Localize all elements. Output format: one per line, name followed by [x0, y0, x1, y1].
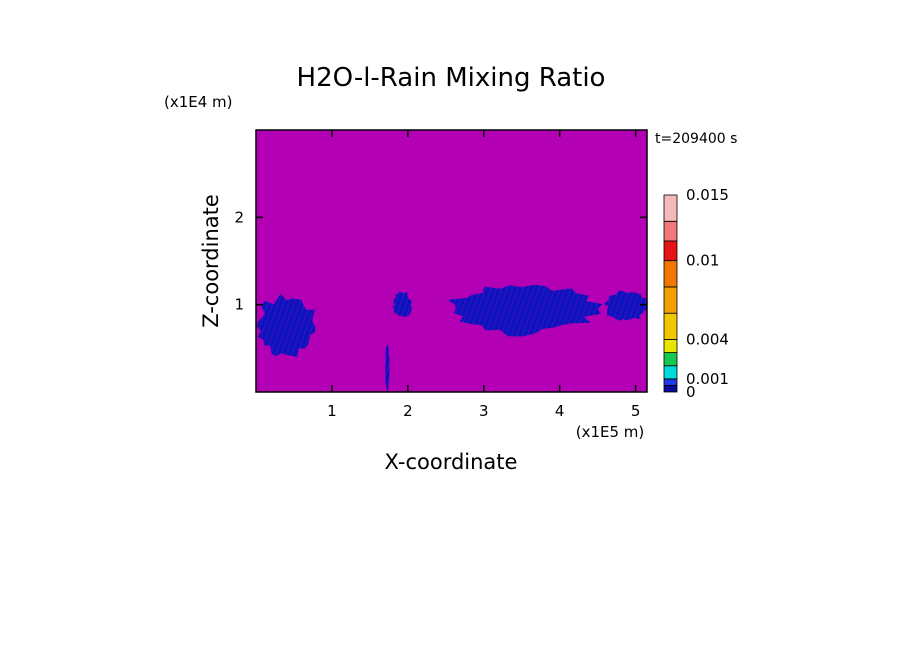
y-scale-label: (x1E4 m): [164, 93, 233, 111]
colorbar-segment: [663, 194, 678, 222]
x-tick-label: 2: [403, 402, 413, 420]
x-axis-ticks: 1 2 3 4 5: [327, 130, 640, 420]
x-tick-label: 3: [479, 402, 489, 420]
colorbar-tick-label: 0.004: [686, 330, 729, 348]
x-tick-label: 5: [631, 402, 641, 420]
colorbar-segment: [663, 365, 678, 380]
colorbar-segment: [663, 352, 678, 367]
colorbar-segment: [663, 312, 678, 340]
plot-frame: [255, 129, 648, 393]
plot-background: [256, 130, 647, 392]
colorbar: 00.001 0.004 0.01 0.015: [663, 186, 729, 401]
colorbar-tick-label: 0: [686, 383, 696, 401]
colorbar-segment: [663, 260, 678, 288]
rain-region: [257, 293, 316, 358]
colorbar-segment: [663, 240, 678, 262]
colorbar-segment: [663, 286, 678, 314]
time-label: t=209400 s: [655, 131, 737, 147]
colorbar-segment: [663, 378, 678, 386]
y-tick-label: 2: [234, 208, 244, 226]
x-axis-label: X-coordinate: [385, 450, 518, 474]
colorbar-segment: [663, 339, 678, 354]
rain-region: [385, 344, 390, 392]
y-axis-label: Z-coordinate: [199, 194, 223, 328]
colorbar-tick-label: 0.015: [686, 186, 729, 204]
colorbar-tick-label: 0.01: [686, 252, 719, 270]
x-tick-label: 4: [555, 402, 565, 420]
colorbar-segment: [663, 220, 678, 242]
rain-region: [604, 290, 647, 321]
x-tick-label: 1: [327, 402, 337, 420]
colorbar-segment: [663, 385, 678, 393]
y-tick-label: 1: [234, 296, 244, 314]
colorbar-tick-label: 0.001: [686, 370, 729, 388]
y-axis-ticks: 12: [234, 208, 647, 314]
rain-region: [392, 291, 412, 318]
chart-title: H2O-l-Rain Mixing Ratio: [297, 63, 606, 93]
x-scale-label: (x1E5 m): [576, 423, 645, 441]
rain-field: [257, 284, 647, 392]
rain-region: [447, 284, 603, 337]
